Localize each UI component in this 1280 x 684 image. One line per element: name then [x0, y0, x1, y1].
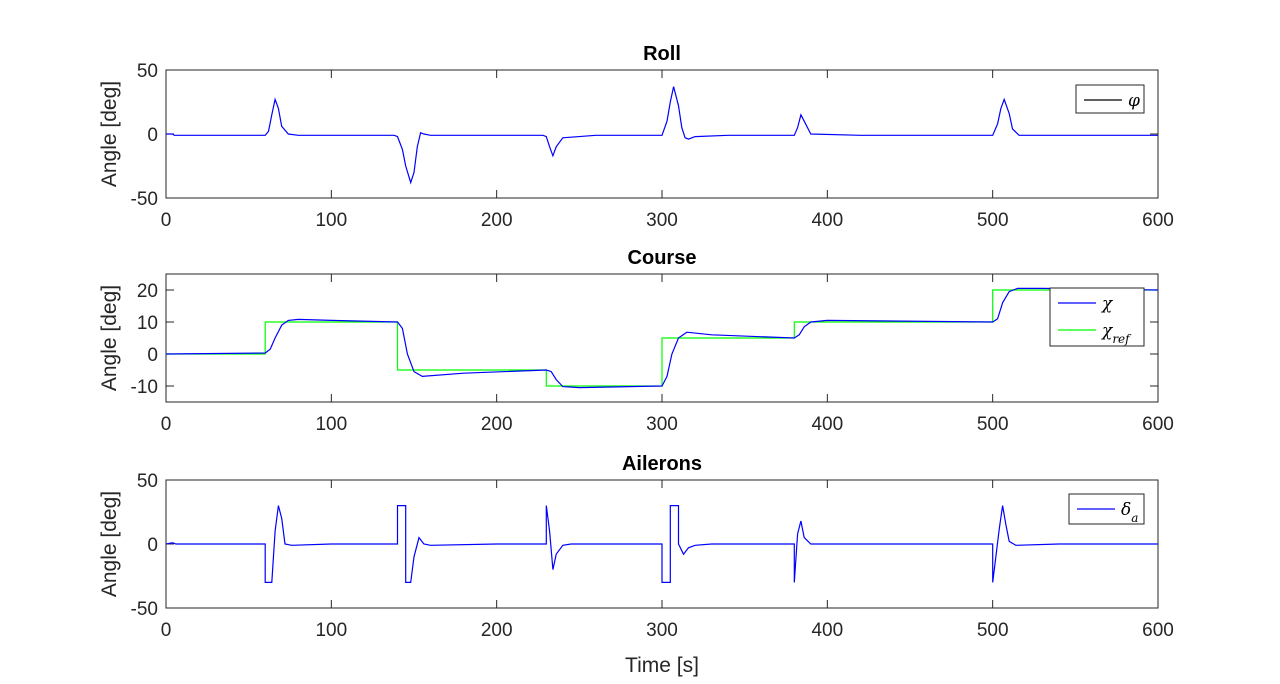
y-tick-label: 0: [147, 125, 158, 146]
y-tick-label: 10: [137, 313, 158, 334]
x-tick-label: 500: [977, 414, 1009, 435]
y-tick-label: -10: [131, 377, 158, 398]
x-tick-label: 600: [1142, 414, 1174, 435]
y-axis-label: Angle [deg]: [98, 491, 121, 597]
x-tick-label: 400: [811, 414, 843, 435]
y-axis-label: Angle [deg]: [98, 285, 121, 391]
x-tick-label: 200: [481, 414, 513, 435]
x-tick-label: 500: [977, 620, 1009, 641]
x-tick-label: 0: [161, 620, 172, 641]
legend-box: [1049, 287, 1145, 347]
x-tick-label: 600: [1142, 620, 1174, 641]
legend: φ: [1075, 84, 1145, 114]
series-line-0: [166, 86, 1158, 185]
x-tick-label: 0: [161, 210, 172, 231]
x-tick-label: 600: [1142, 210, 1174, 231]
x-tick-label: 200: [481, 210, 513, 231]
legend: χ χref: [1049, 287, 1145, 347]
y-axis-label: Angle [deg]: [98, 81, 121, 187]
x-tick-label: 300: [646, 414, 678, 435]
x-tick-label: 0: [161, 414, 172, 435]
legend-label: χ: [1101, 294, 1114, 314]
series-line-0: [166, 287, 1158, 389]
series-line-0: [166, 505, 1158, 584]
y-tick-label: -50: [131, 599, 158, 620]
x-tick-label: 400: [811, 210, 843, 231]
chart-title: Ailerons: [622, 453, 702, 475]
x-tick-label: 100: [315, 414, 347, 435]
x-tick-label: 300: [646, 620, 678, 641]
legend-label: φ: [1128, 91, 1140, 111]
y-tick-label: 0: [147, 535, 158, 556]
x-axis-label: Time [s]: [625, 654, 699, 677]
x-tick-label: 400: [811, 620, 843, 641]
y-tick-label: 20: [137, 281, 158, 302]
legend: δa: [1068, 493, 1145, 525]
y-tick-label: 50: [137, 61, 158, 82]
legend-label: δa: [1121, 500, 1138, 525]
y-tick-label: -50: [131, 189, 158, 210]
x-tick-label: 300: [646, 210, 678, 231]
x-tick-label: 200: [481, 620, 513, 641]
y-tick-label: 50: [137, 471, 158, 492]
x-tick-label: 500: [977, 210, 1009, 231]
legend-box: [1075, 84, 1145, 114]
x-tick-label: 100: [315, 620, 347, 641]
legend-label: χref: [1101, 321, 1132, 346]
chart-title: Roll: [643, 43, 681, 65]
x-tick-label: 100: [315, 210, 347, 231]
chart-title: Course: [628, 247, 697, 269]
y-tick-label: 0: [147, 345, 158, 366]
